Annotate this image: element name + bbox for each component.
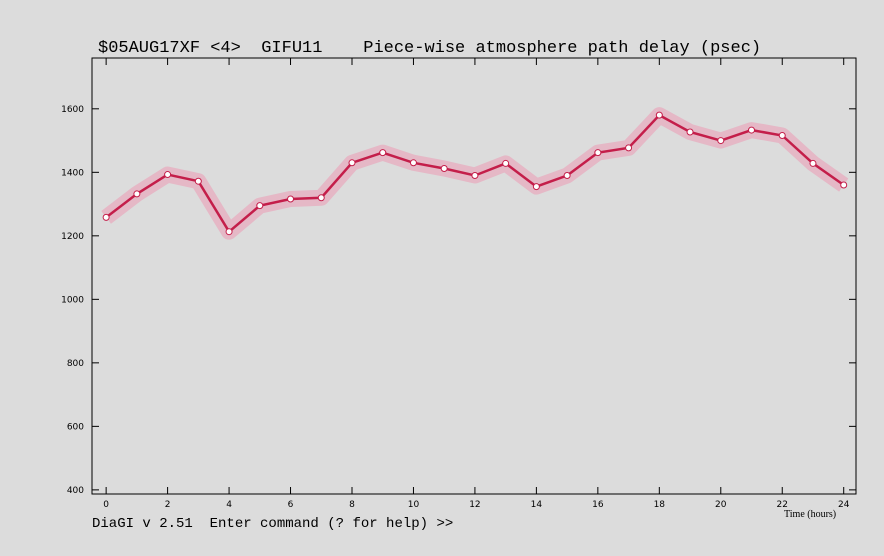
point <box>625 144 633 152</box>
x-tick-label: 12 <box>469 500 480 510</box>
y-tick-label: 600 <box>67 422 84 432</box>
x-tick-label: 8 <box>349 500 355 510</box>
command-prompt: DiaGI v 2.51 Enter command (? for help) … <box>92 516 453 532</box>
x-tick-label: 20 <box>715 500 727 510</box>
point <box>840 181 848 189</box>
y-tick-label: 800 <box>67 359 84 369</box>
point <box>532 183 540 191</box>
y-tick-label: 1400 <box>61 168 84 178</box>
x-tick-label: 18 <box>654 500 666 510</box>
x-tick-label: 14 <box>531 500 543 510</box>
point <box>379 149 387 157</box>
point <box>502 159 510 167</box>
y-tick-label: 1200 <box>61 232 84 242</box>
point <box>317 194 325 202</box>
point <box>594 149 602 157</box>
x-tick-label: 4 <box>226 500 232 510</box>
point <box>686 128 694 136</box>
y-tick-label: 400 <box>67 486 84 496</box>
plot-frame <box>91 57 857 495</box>
point <box>563 171 571 179</box>
x-tick-label: 6 <box>288 500 294 510</box>
point <box>102 213 110 221</box>
point <box>748 126 756 134</box>
point <box>225 228 233 236</box>
x-tick-label: 0 <box>103 500 109 510</box>
x-tick-label: 2 <box>165 500 171 510</box>
point <box>194 177 202 185</box>
y-tick-label: 1600 <box>61 105 84 115</box>
y-tick-label: 1000 <box>61 295 84 305</box>
x-axis-label: Time (hours) <box>784 509 836 520</box>
x-tick-label: 16 <box>592 500 604 510</box>
point <box>348 159 356 167</box>
point <box>778 131 786 139</box>
point <box>809 159 817 167</box>
x-tick-label: 22 <box>777 500 788 510</box>
point <box>164 171 172 179</box>
point <box>655 111 663 119</box>
point <box>440 165 448 173</box>
point <box>717 137 725 145</box>
point <box>256 202 264 210</box>
x-tick-label: 10 <box>408 500 420 510</box>
chart-title: $05AUG17XF <4> GIFU11 Piece-wise atmosph… <box>98 39 761 58</box>
point <box>287 195 295 203</box>
point <box>133 190 141 198</box>
point <box>409 159 417 167</box>
point <box>471 171 479 179</box>
x-tick-label: 24 <box>838 500 850 510</box>
